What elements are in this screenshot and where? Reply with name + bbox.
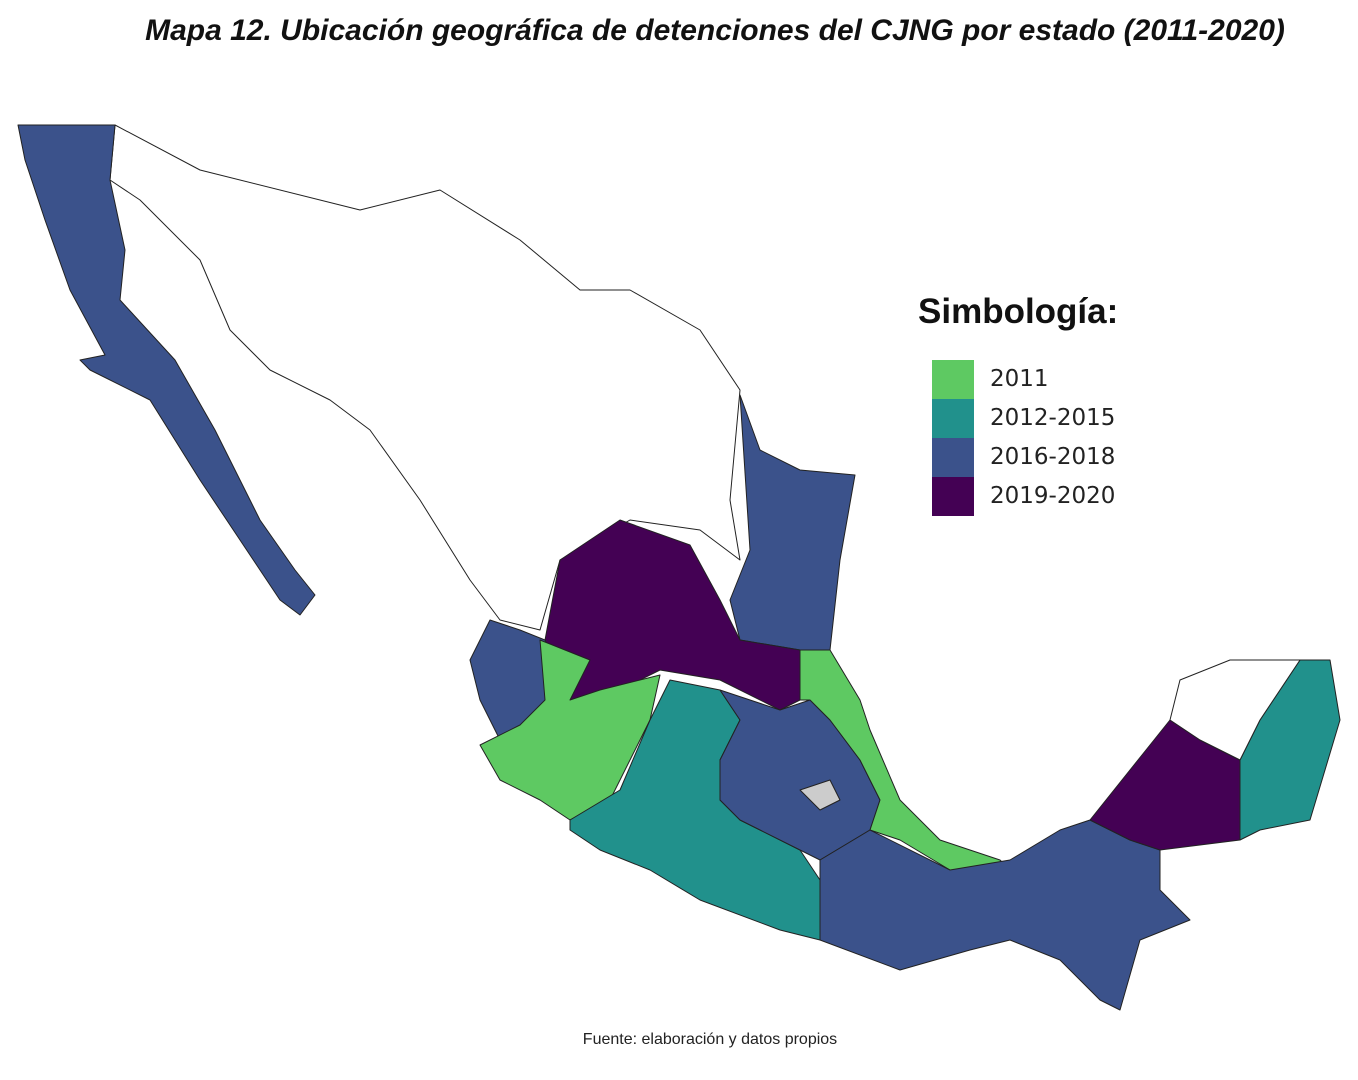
legend-label: 2019-2020 — [990, 483, 1116, 509]
legend-label: 2011 — [990, 366, 1049, 392]
region — [17, 124, 316, 616]
legend-swatch — [932, 438, 974, 477]
region — [729, 394, 856, 651]
region-gray — [799, 779, 841, 811]
legend-swatch — [932, 477, 974, 516]
legend-label: 2016-2018 — [990, 444, 1116, 470]
legend-swatch — [932, 360, 974, 399]
region — [819, 819, 1191, 1011]
legend-title: Simbología: — [918, 292, 1119, 331]
region-white — [1169, 659, 1301, 761]
title: Mapa 12. Ubicación geográfica de detenci… — [145, 14, 1285, 47]
legend-swatch — [932, 399, 974, 438]
legend-label: 2012-2015 — [990, 405, 1116, 431]
source: Fuente: elaboración y datos propios — [582, 1031, 838, 1048]
